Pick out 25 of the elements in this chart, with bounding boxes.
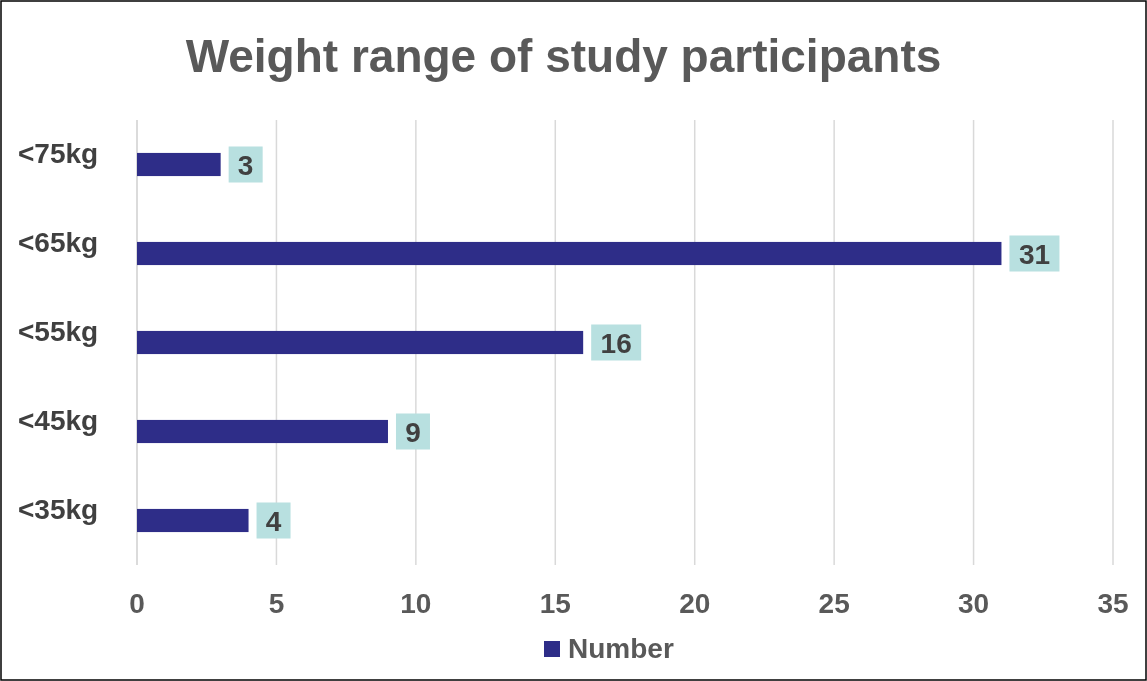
- data-label: 16: [600, 327, 632, 359]
- x-tick-label: 0: [129, 588, 145, 619]
- x-tick-label: 15: [539, 588, 571, 619]
- bar: [137, 152, 221, 177]
- y-tick-label: <45kg: [18, 404, 99, 436]
- y-tick-label: <35kg: [18, 493, 99, 525]
- x-tick-label: 30: [957, 588, 990, 619]
- y-tick-label: <65kg: [18, 226, 99, 258]
- bar: [137, 241, 1002, 266]
- y-tick-label: <55kg: [18, 315, 99, 347]
- bar: [137, 330, 584, 355]
- data-label: 3: [237, 149, 254, 181]
- y-tick-label: <75kg: [18, 137, 99, 169]
- data-label: 31: [1018, 238, 1051, 270]
- data-label: 9: [405, 416, 421, 448]
- x-tick-label: 25: [818, 588, 850, 619]
- data-label: 4: [265, 505, 282, 537]
- x-tick-label: 35: [1097, 588, 1129, 619]
- x-tick-label: 5: [268, 588, 285, 619]
- x-tick-label: 20: [679, 588, 711, 619]
- bar: [137, 419, 388, 444]
- chart-title: Weight range of study participants: [185, 30, 942, 82]
- x-tick-label: 10: [400, 588, 432, 619]
- legend-label: Number: [568, 633, 674, 664]
- bar: [137, 508, 249, 533]
